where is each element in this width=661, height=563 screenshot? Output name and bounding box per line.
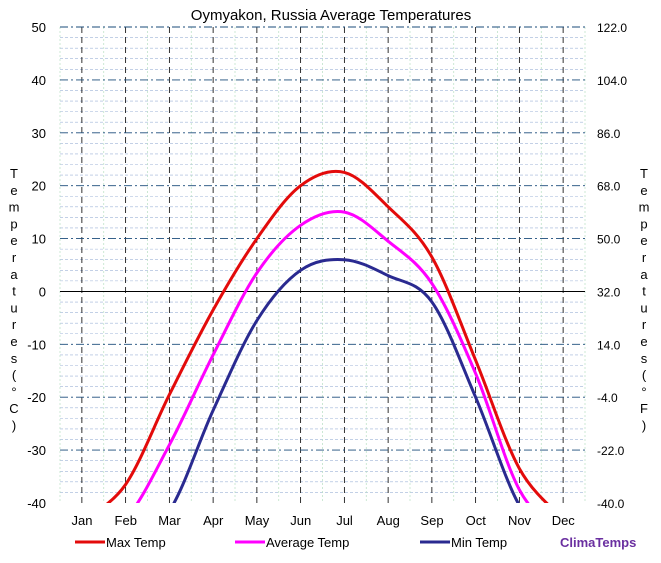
x-tick-label: Feb bbox=[115, 513, 137, 528]
y-right-tick-label: -4.0 bbox=[597, 391, 618, 405]
y-left-tick-label: 30 bbox=[32, 126, 46, 141]
y-right-tick-label: 50.0 bbox=[597, 233, 621, 247]
x-tick-label: Oct bbox=[466, 513, 487, 528]
y-right-tick-label: 104.0 bbox=[597, 74, 627, 88]
series-line-min-temp bbox=[172, 257, 520, 503]
y-right-tick-label: 122.0 bbox=[597, 21, 627, 35]
legend-label: Max Temp bbox=[106, 535, 166, 550]
x-tick-label: May bbox=[245, 513, 270, 528]
y-left-tick-label: -30 bbox=[27, 443, 46, 458]
y-right-tick-label: 32.0 bbox=[597, 285, 621, 299]
x-tick-label: Dec bbox=[552, 513, 576, 528]
y-left-tick-label: 20 bbox=[32, 179, 46, 194]
legend-label: Average Temp bbox=[266, 535, 349, 550]
brand-logo: ClimaTemps bbox=[560, 535, 636, 550]
x-tick-label: Nov bbox=[508, 513, 532, 528]
y-right-tick-label: -22.0 bbox=[597, 444, 625, 458]
legend-label: Min Temp bbox=[451, 535, 507, 550]
y-right-tick-label: 86.0 bbox=[597, 127, 621, 141]
x-tick-label: Jun bbox=[290, 513, 311, 528]
y-right-tick-label: 68.0 bbox=[597, 180, 621, 194]
y-left-tick-label: 0 bbox=[39, 284, 46, 299]
y-left-tick-label: -40 bbox=[27, 496, 46, 511]
y-left-tick-label: -20 bbox=[27, 390, 46, 405]
x-tick-label: Sep bbox=[420, 513, 443, 528]
y-left-tick-label: 40 bbox=[32, 73, 46, 88]
x-tick-label: Jan bbox=[72, 513, 93, 528]
chart-title: Oymyakon, Russia Average Temperatures bbox=[191, 7, 471, 24]
x-tick-label: Aug bbox=[377, 513, 400, 528]
y-left-tick-label: 50 bbox=[32, 20, 46, 35]
y-right-tick-label: 14.0 bbox=[597, 338, 621, 352]
y-right-tick-label: -40.0 bbox=[597, 497, 625, 511]
x-tick-label: Mar bbox=[158, 513, 181, 528]
y-left-tick-label: 10 bbox=[32, 232, 46, 247]
y-left-tick-label: -10 bbox=[27, 337, 46, 352]
x-tick-label: Apr bbox=[203, 513, 224, 528]
series-line-max-temp bbox=[105, 169, 549, 503]
x-tick-label: Jul bbox=[336, 513, 353, 528]
series-line-average-temp bbox=[135, 210, 530, 503]
legend: Max Temp Average Temp Min Temp bbox=[75, 535, 507, 550]
